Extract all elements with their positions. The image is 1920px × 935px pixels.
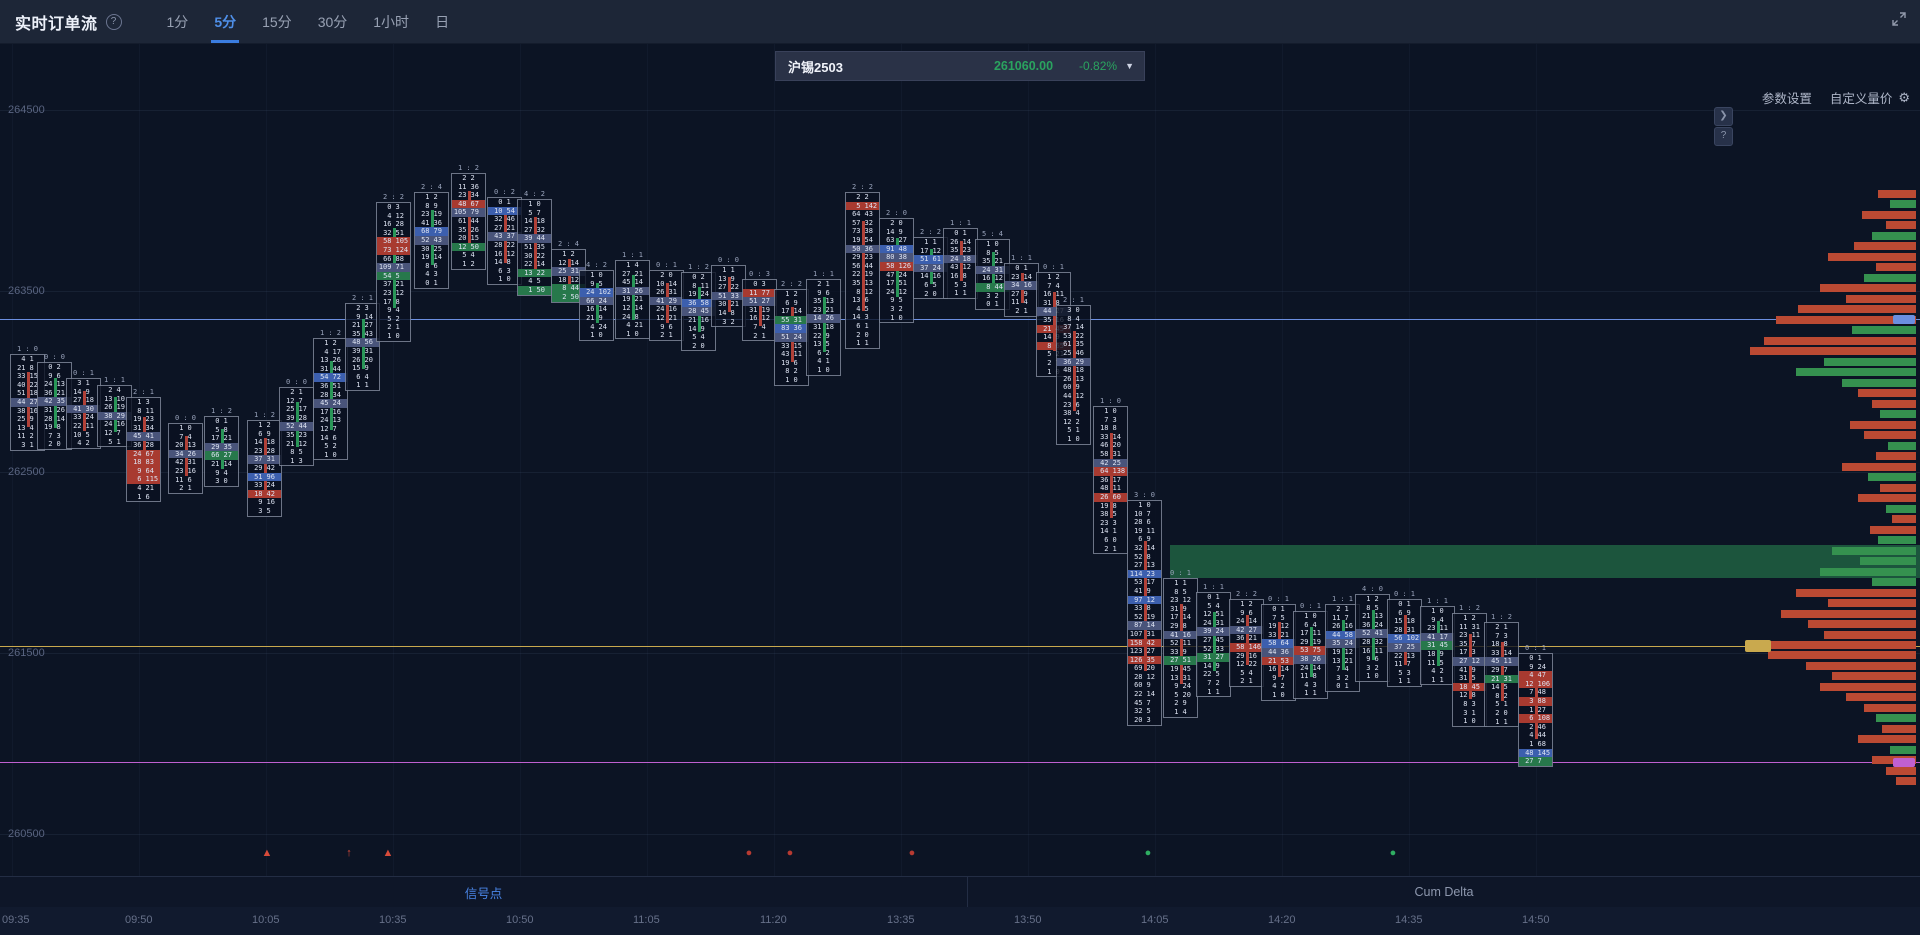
- chart-toolbar: 参数设置 自定义量价 ⚙: [1744, 88, 1910, 107]
- instrument-price: 261060.00: [993, 59, 1054, 73]
- panel-help-button[interactable]: ?: [1714, 127, 1733, 146]
- time-axis-label: 11:05: [633, 914, 660, 926]
- expand-icon[interactable]: [1892, 12, 1906, 31]
- instrument-change: -0.82%: [1079, 59, 1118, 73]
- instrument-name: 沪锡2503: [788, 59, 843, 75]
- time-axis[interactable]: 09:35 09:50 10:05 10:35 10:50 11:05 11:20 13:35…: [0, 907, 1920, 935]
- chart-canvas[interactable]: [0, 43, 1920, 876]
- instrument-selector[interactable]: 沪锡2503 261060.00 -0.82% ▼: [775, 51, 1145, 81]
- tab-timeframe-3[interactable]: 30分: [317, 13, 348, 30]
- tab-timeframe-4[interactable]: 1小时: [373, 13, 410, 30]
- time-axis-label: 10:05: [252, 914, 280, 926]
- time-axis-label: 09:35: [2, 914, 30, 926]
- time-axis-label: 09:50: [125, 914, 153, 926]
- chevron-down-icon: ▼: [1125, 61, 1134, 71]
- tab-timeframe-2[interactable]: 15分: [262, 13, 292, 30]
- gear-icon[interactable]: ⚙: [1898, 89, 1910, 105]
- custom-volume-price-button[interactable]: 自定义量价: [1829, 92, 1893, 106]
- time-axis-label: 14:50: [1522, 914, 1550, 926]
- timeframe-tabs: 1分 5分 15分 30分 1小时 日: [154, 0, 463, 43]
- signal-panel[interactable]: 信号点: [0, 877, 968, 907]
- time-axis-label: 13:35: [887, 914, 915, 926]
- time-axis-label: 10:35: [379, 914, 407, 926]
- tab-timeframe-1[interactable]: 5分: [201, 0, 249, 43]
- tab-timeframe-0[interactable]: 1分: [166, 13, 189, 30]
- help-icon[interactable]: ?: [105, 13, 122, 30]
- time-axis-label: 13:50: [1014, 914, 1042, 926]
- panel-collapse-button[interactable]: ❯: [1714, 107, 1733, 126]
- signal-panel-label: 信号点: [464, 886, 503, 901]
- time-axis-label: 14:05: [1141, 914, 1169, 926]
- time-axis-label: 14:20: [1268, 914, 1296, 926]
- settings-button[interactable]: 参数设置: [1761, 92, 1812, 106]
- cum-delta-panel[interactable]: Cum Delta: [968, 877, 1920, 907]
- time-axis-label: 14:35: [1395, 914, 1423, 926]
- top-bar: 实时订单流 ? 1分 5分 15分 30分 1小时 日: [0, 0, 1920, 44]
- time-axis-label: 11:20: [760, 914, 787, 926]
- page-title: 实时订单流: [15, 15, 98, 33]
- indicator-label-row: 信号点 Cum Delta: [0, 876, 1920, 908]
- tab-timeframe-5[interactable]: 日: [435, 13, 450, 30]
- time-axis-label: 10:50: [506, 914, 534, 926]
- cum-delta-label: Cum Delta: [1414, 885, 1474, 899]
